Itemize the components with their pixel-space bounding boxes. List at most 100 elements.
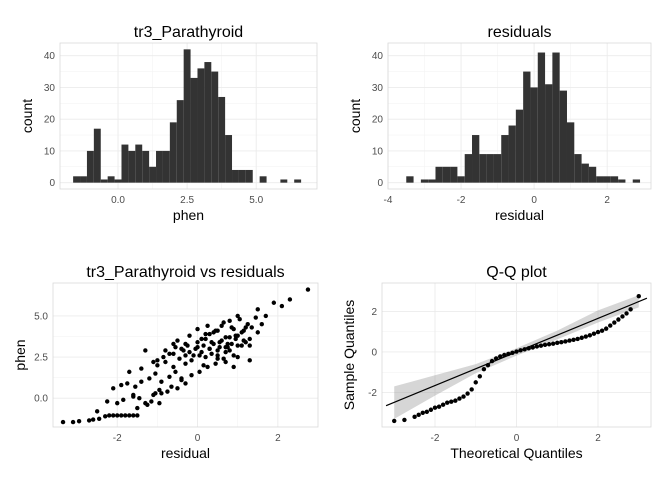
histogram-bar [420,179,429,183]
histogram-bar [245,169,253,183]
data-point [247,343,252,348]
data-point [550,341,556,346]
x-tick-label: 2.5 [180,195,194,206]
histogram-bar [537,52,546,183]
data-point [115,400,120,406]
histogram-bar [406,176,414,183]
data-point [217,340,222,345]
data-point [616,317,621,322]
y-tick-label: 0 [371,347,377,358]
reference-line [385,297,648,407]
data-point [497,354,503,359]
panel-3: -2 0 2 0.0 2.5 5.0 tr3_Parathyroid vs residual… [12,264,319,461]
data-point [583,334,588,339]
chart-title: tr3_Parathyroid [134,24,243,41]
data-point [195,344,200,350]
data-point [624,311,629,316]
y-tick-label: 2.5 [34,353,48,364]
data-point [461,394,466,399]
data-point [239,343,244,348]
data-point [147,376,152,381]
data-point [203,354,208,360]
data-point [151,392,156,398]
data-point [127,413,132,418]
x-tick-label: 2 [275,433,281,444]
data-point [481,366,487,372]
data-point [139,379,144,384]
x-axis-label: Theoretical Quantiles [450,445,582,461]
histogram-bar [581,163,589,183]
data-point [469,387,474,392]
data-point [183,353,188,358]
data-point [135,405,140,411]
data-point [392,418,397,424]
data-point [221,356,226,361]
data-point [201,363,206,368]
histogram-bar [588,166,597,183]
x-tick-label: -2 [431,433,440,444]
histogram-bar [501,135,509,183]
data-point [183,381,188,386]
data-point [119,382,124,388]
y-tick-label: 10 [372,146,384,157]
data-point [60,419,66,425]
histogram-bar [121,144,129,183]
data-point [151,359,156,365]
data-point [530,345,536,350]
data-point [412,414,417,420]
histogram-bar [100,179,108,183]
histogram-bar [280,179,288,183]
histogram-bar [428,179,436,183]
data-point [416,412,421,418]
data-point [231,364,236,370]
data-point [157,387,162,393]
data-point [473,380,478,385]
x-tick-label: -2 [457,195,466,206]
y-tick-label: 40 [372,51,384,62]
data-point [215,356,220,361]
data-point [233,336,238,342]
histogram-bar [618,179,626,183]
data-point [219,323,224,328]
panel-border [381,282,652,428]
histogram-bar [149,166,157,183]
data-point [563,339,568,344]
y-tick-label: 30 [372,83,384,94]
data-point [213,361,218,366]
data-point [255,307,260,312]
data-point [636,293,641,299]
data-point [179,346,184,352]
data-point [453,398,458,403]
data-point [199,336,204,342]
histogram-bar [218,96,226,183]
data-point [620,314,625,319]
histogram-bar [486,154,494,183]
data-point [187,349,192,355]
data-point [227,335,232,340]
data-point [209,351,214,356]
data-point [259,321,264,327]
data-point [203,336,208,342]
data-point [207,346,212,352]
x-tick-label: 0 [531,195,537,206]
y-tick-label: 30 [44,83,56,94]
y-tick-label: 0 [377,178,383,189]
histogram-bar [574,154,582,183]
histogram-bar [479,154,487,183]
data-point [241,328,246,333]
y-tick-label: 20 [372,115,384,126]
data-point [243,325,248,330]
data-point [121,397,126,403]
histogram-bar [114,179,122,183]
histogram-bar [610,176,619,183]
histogram-bar [457,176,465,183]
data-point [571,337,576,342]
data-point [102,414,108,419]
data-point [107,413,112,418]
histogram-bar [596,176,604,183]
x-axis-label: residual [495,207,544,223]
histogram-bar [73,176,81,183]
data-point [231,353,236,358]
data-point [538,343,544,348]
